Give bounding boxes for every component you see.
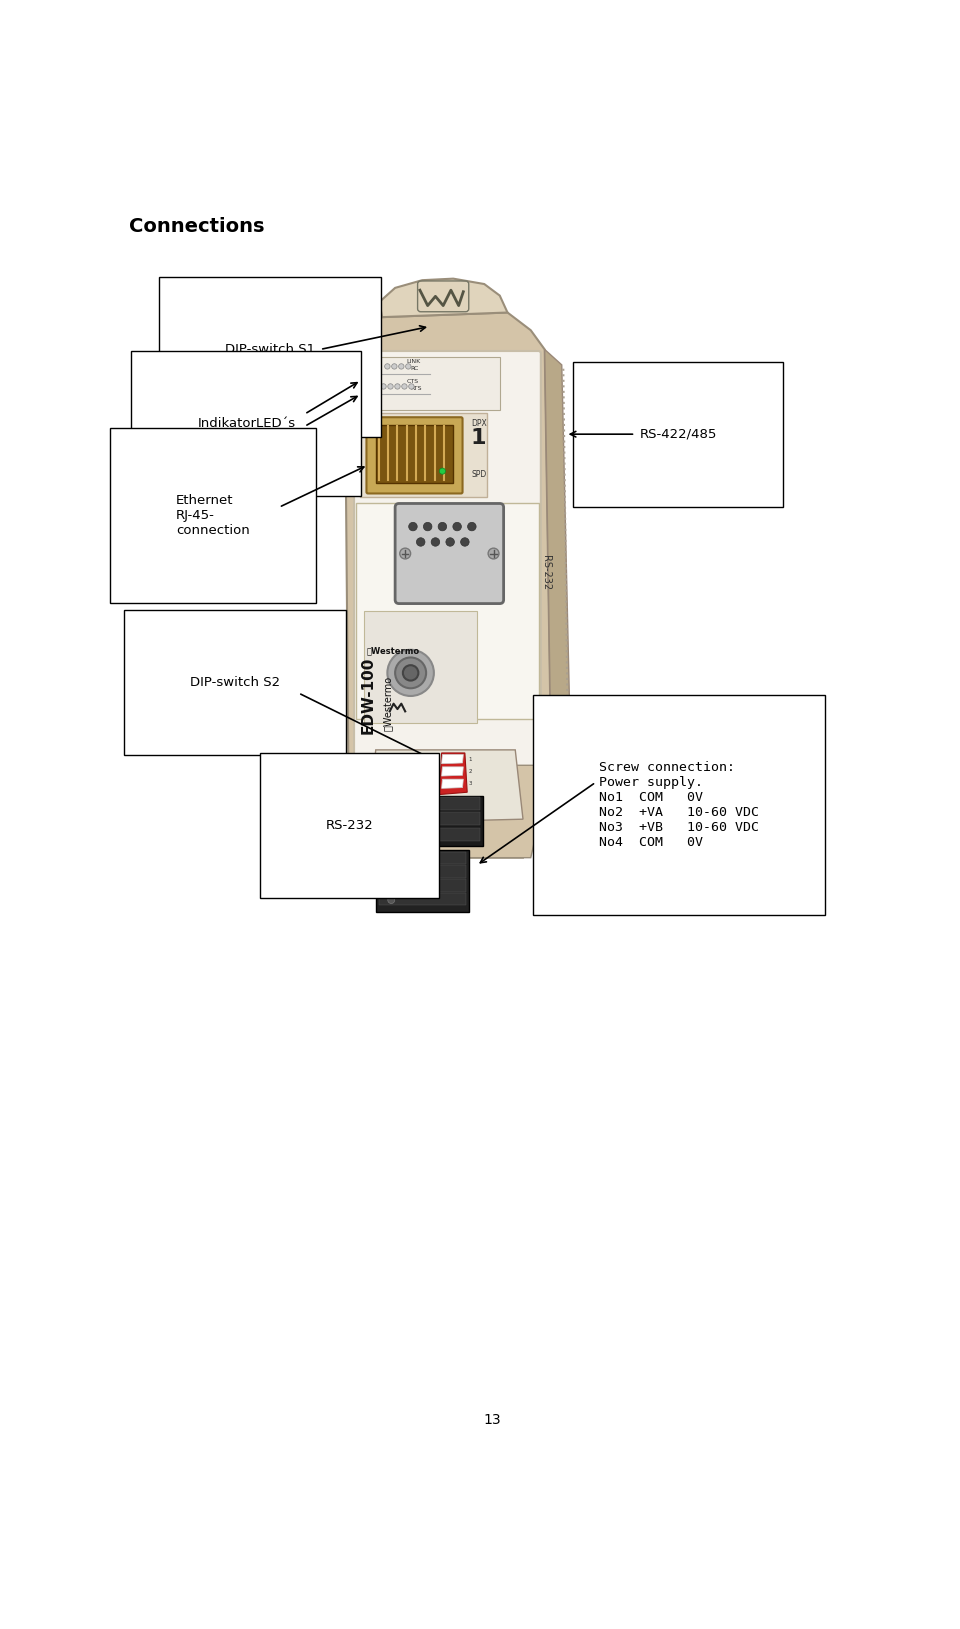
Circle shape xyxy=(388,650,434,696)
FancyBboxPatch shape xyxy=(423,828,480,841)
Text: Screw connection:
Power supply.
No1  COM   0V
No2  +VA   10-60 VDC
No3  +VB   10: Screw connection: Power supply. No1 COM … xyxy=(599,761,759,849)
Text: ⎘Westermo: ⎘Westermo xyxy=(382,676,393,731)
FancyBboxPatch shape xyxy=(420,797,483,845)
FancyBboxPatch shape xyxy=(396,503,504,604)
Text: ⎘Westermo: ⎘Westermo xyxy=(367,647,420,655)
FancyBboxPatch shape xyxy=(360,414,488,497)
Text: RS-422/485: RS-422/485 xyxy=(639,428,717,441)
FancyBboxPatch shape xyxy=(375,850,468,912)
Circle shape xyxy=(399,547,411,559)
Text: SPD: SPD xyxy=(471,469,487,479)
Text: RS-232: RS-232 xyxy=(325,819,373,832)
FancyBboxPatch shape xyxy=(367,417,463,494)
Polygon shape xyxy=(442,754,464,764)
Text: 1: 1 xyxy=(468,756,472,762)
Circle shape xyxy=(388,896,395,904)
Polygon shape xyxy=(368,749,523,823)
Circle shape xyxy=(381,384,386,389)
Text: RS-422/485: RS-422/485 xyxy=(397,779,412,819)
Circle shape xyxy=(488,547,499,559)
Text: RTS: RTS xyxy=(411,386,422,391)
FancyBboxPatch shape xyxy=(379,893,466,906)
Circle shape xyxy=(429,801,436,806)
Text: DPX: DPX xyxy=(471,420,487,428)
Text: LINK: LINK xyxy=(407,360,421,365)
Polygon shape xyxy=(442,779,464,788)
Circle shape xyxy=(398,363,404,370)
Circle shape xyxy=(417,538,425,546)
Text: IndikatorLED´s: IndikatorLED´s xyxy=(197,417,296,430)
Text: S2: S2 xyxy=(383,800,396,813)
Circle shape xyxy=(401,384,407,389)
Circle shape xyxy=(392,363,397,370)
Circle shape xyxy=(405,363,411,370)
Text: EDW-100: EDW-100 xyxy=(361,656,375,735)
Polygon shape xyxy=(442,767,464,775)
FancyBboxPatch shape xyxy=(356,503,539,718)
Circle shape xyxy=(403,665,419,681)
Text: DIP-switch S1
Under cover: DIP-switch S1 Under cover xyxy=(225,344,315,371)
Text: CTS: CTS xyxy=(407,380,419,384)
Text: Ethernet
RJ-45-
connection: Ethernet RJ-45- connection xyxy=(176,494,250,536)
Circle shape xyxy=(429,816,436,823)
Polygon shape xyxy=(359,766,544,858)
Polygon shape xyxy=(345,313,550,858)
Circle shape xyxy=(423,523,432,531)
Text: STAT: STAT xyxy=(362,367,376,371)
Circle shape xyxy=(395,384,400,389)
Circle shape xyxy=(461,538,469,546)
Text: PWR: PWR xyxy=(362,360,375,365)
FancyBboxPatch shape xyxy=(364,611,476,723)
Text: RS-232: RS-232 xyxy=(540,555,551,590)
FancyBboxPatch shape xyxy=(354,350,540,826)
Text: 2: 2 xyxy=(468,769,472,774)
Circle shape xyxy=(429,831,436,837)
Text: 3: 3 xyxy=(468,782,472,787)
Text: 1: 1 xyxy=(470,428,486,448)
Circle shape xyxy=(453,523,462,531)
FancyBboxPatch shape xyxy=(423,813,480,826)
FancyBboxPatch shape xyxy=(423,797,480,810)
Text: RC: RC xyxy=(411,367,419,371)
Circle shape xyxy=(438,523,446,531)
FancyBboxPatch shape xyxy=(379,865,466,878)
Text: RD: RD xyxy=(362,386,371,391)
Text: 13: 13 xyxy=(483,1412,501,1427)
Circle shape xyxy=(440,468,445,474)
Circle shape xyxy=(431,538,440,546)
Circle shape xyxy=(388,855,395,862)
Circle shape xyxy=(445,538,454,546)
Circle shape xyxy=(409,384,414,389)
FancyBboxPatch shape xyxy=(360,357,500,409)
Polygon shape xyxy=(440,753,468,795)
Text: Connections: Connections xyxy=(130,217,265,236)
Polygon shape xyxy=(379,279,508,318)
Circle shape xyxy=(388,883,395,889)
FancyBboxPatch shape xyxy=(379,880,466,891)
Circle shape xyxy=(468,523,476,531)
Text: DIP-switch S2: DIP-switch S2 xyxy=(190,676,279,689)
Circle shape xyxy=(409,523,418,531)
Text: TD: TD xyxy=(362,380,371,384)
FancyBboxPatch shape xyxy=(375,425,453,482)
Polygon shape xyxy=(542,350,569,749)
Circle shape xyxy=(388,868,395,876)
Circle shape xyxy=(396,658,426,689)
Circle shape xyxy=(385,363,390,370)
FancyBboxPatch shape xyxy=(379,852,466,863)
Circle shape xyxy=(388,384,394,389)
